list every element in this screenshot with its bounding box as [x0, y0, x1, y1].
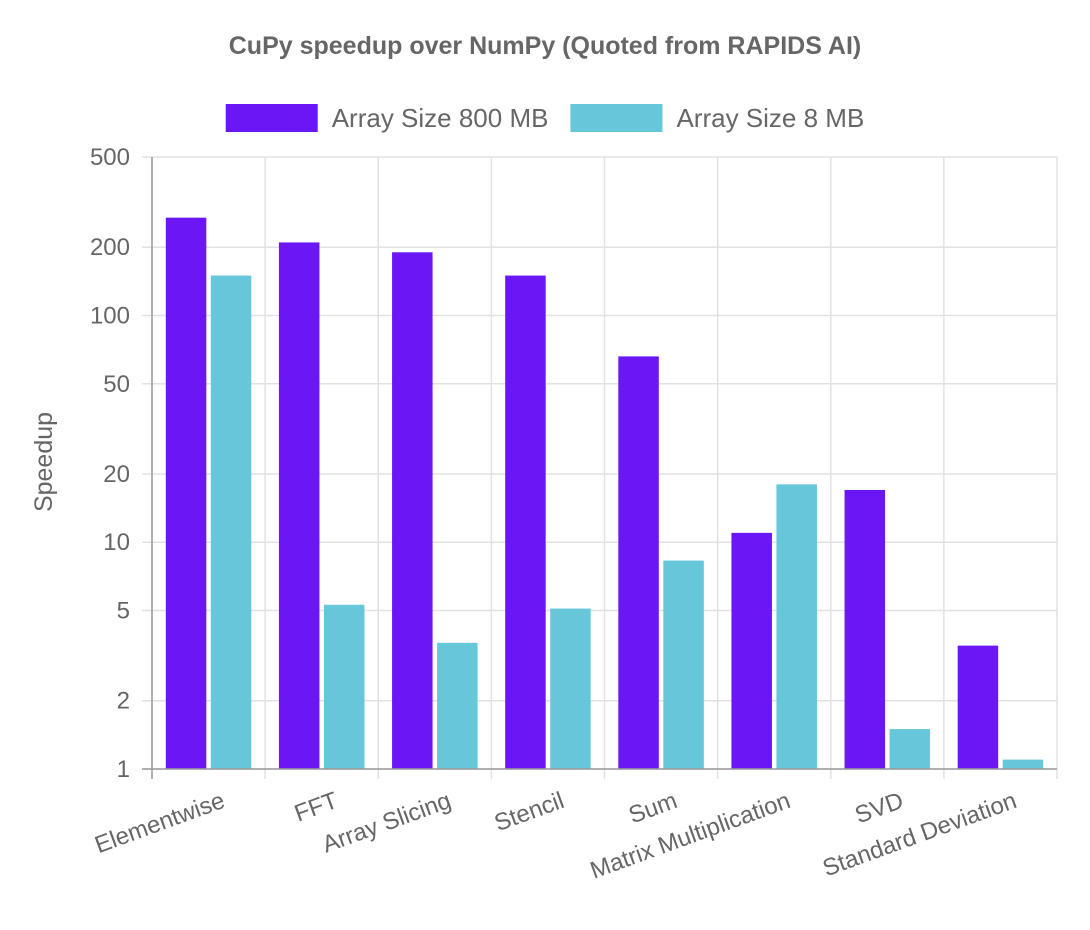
bar-series-2 [210, 275, 252, 769]
x-tick-label: Sum [625, 787, 681, 829]
y-tick-label: 2 [117, 688, 130, 715]
x-tick-label: Standard Deviation [819, 787, 1020, 882]
y-axis-ticks: 1 2 5 10 20 50 100 200 500 [90, 144, 130, 783]
x-tick-label: FFT [291, 787, 342, 828]
x-tick-label: Array Slicing [319, 787, 455, 858]
chart-title: CuPy speedup over NumPy (Quoted from RAP… [229, 32, 861, 60]
y-tick-label: 200 [90, 234, 130, 261]
x-tick-label: SVD [851, 787, 907, 829]
y-tick-label: 1 [117, 756, 130, 783]
legend-label: Array Size 8 MB [676, 103, 864, 133]
x-tick-label: Matrix Multiplication [587, 787, 794, 884]
x-tick-label: Stencil [491, 787, 568, 837]
bar-series-1 [618, 356, 659, 769]
bar-series-2 [550, 608, 591, 769]
bar-series-1 [165, 217, 207, 770]
bar-series-1 [844, 489, 886, 769]
y-tick-label: 10 [103, 529, 130, 556]
bar-series-2 [437, 642, 478, 769]
x-tick-label: Elementwise [91, 787, 228, 859]
bar-series-2 [1002, 759, 1044, 769]
bar-series-1 [505, 275, 546, 769]
y-tick-label: 5 [117, 598, 130, 625]
y-axis-label: Speedup [30, 412, 58, 512]
legend-swatch [570, 104, 663, 132]
axes [142, 157, 1057, 779]
y-tick-label: 500 [90, 144, 130, 171]
bar-series-2 [323, 604, 365, 769]
y-tick-label: 20 [103, 461, 130, 488]
bar-series-2 [776, 484, 817, 769]
bars [165, 217, 1044, 770]
bar-series-1 [392, 252, 433, 769]
bar-series-1 [731, 532, 772, 769]
legend-label: Array Size 800 MB [332, 103, 549, 133]
y-tick-label: 100 [90, 302, 130, 329]
y-tick-label: 50 [103, 371, 130, 398]
bar-series-1 [957, 645, 999, 769]
bar-series-2 [889, 729, 931, 769]
legend-swatch [225, 104, 318, 132]
legend: Array Size 800 MB Array Size 8 MB [225, 103, 864, 133]
bar-series-2 [663, 560, 704, 769]
bar-series-1 [278, 242, 320, 769]
